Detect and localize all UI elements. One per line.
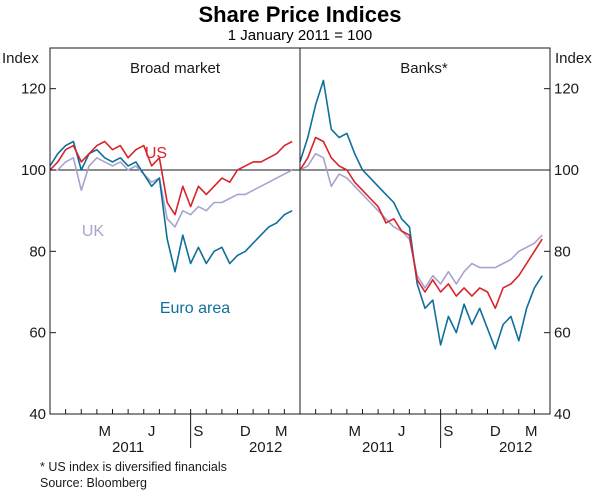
y-tick-label-left-60: 60 [29,325,46,342]
y-tick-label-left-40: 40 [29,406,46,423]
x-tick-label-p0-4: M [275,423,288,440]
x-year-label-p0-2011: 2011 [112,439,144,456]
series-line-banks-uk [299,152,543,289]
y-tick-label-right-60: 60 [554,325,571,342]
y-tick-label-left-120: 120 [21,81,46,98]
source-note: Source: Bloomberg [40,476,147,490]
series-label-euro-area: Euro area [160,300,230,317]
series-line-broad-market-euro-area [49,140,293,273]
footnote: * US index is diversified financials [40,460,227,474]
x-tick-label-p1-4: M [525,423,538,440]
series-label-us: US [145,145,167,162]
x-tick-label-p1-2: S [443,423,453,440]
x-year-label-p1-2012: 2012 [499,439,532,456]
y-tick-label-right-80: 80 [554,243,571,260]
x-tick-label-p1-0: M [348,423,361,440]
chart-subtitle: 1 January 2011 = 100 [228,27,372,44]
x-tick-label-p0-1: J [148,423,156,440]
panel-title-broad-market: Broad market [130,60,221,77]
y-tick-label-right-120: 120 [554,81,579,98]
y-axis-label-left: Index [2,50,39,67]
x-tick-label-p0-2: S [193,423,203,440]
x-tick-label-p0-3: D [240,423,251,440]
series-line-banks-us [299,136,543,310]
series-label-uk: UK [82,223,105,240]
y-tick-label-left-80: 80 [29,243,46,260]
x-year-label-p1-2011: 2011 [362,439,394,456]
panel-title-banks: Banks* [400,60,448,77]
series-line-broad-market-us [49,140,293,216]
chart-title: Share Price Indices [199,2,402,27]
y-tick-label-right-40: 40 [554,406,571,423]
x-tick-label-p1-3: D [490,423,501,440]
x-tick-label-p0-0: M [98,423,111,440]
y-axis-label-right: Index [555,50,592,67]
y-tick-label-right-100: 100 [554,162,579,179]
y-tick-label-left-100: 100 [21,162,46,179]
series-line-broad-market-uk [50,157,293,228]
x-year-label-p0-2012: 2012 [249,439,282,456]
series-line-banks-euro-area [299,79,543,350]
x-tick-label-p1-1: J [398,423,406,440]
